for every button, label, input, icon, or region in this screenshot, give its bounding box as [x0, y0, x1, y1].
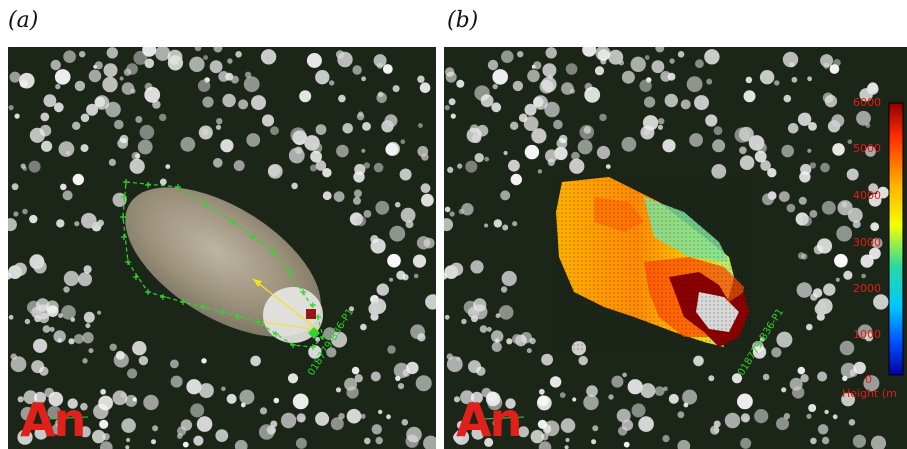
- wind-direction-arrow: [252, 278, 319, 331]
- plume-height-overlay: [556, 177, 751, 352]
- secondary-arrow-line: [262, 321, 319, 331]
- vertex-marker: [125, 259, 131, 265]
- vertex-marker: [310, 344, 316, 350]
- panel-b-label: (b): [447, 8, 479, 33]
- vertex-marker: [203, 202, 209, 208]
- vertex-marker: [255, 319, 261, 325]
- vertex-marker: [250, 234, 256, 240]
- vertex-marker: [160, 294, 166, 300]
- vertex-marker: [230, 219, 236, 225]
- vertex-marker: [145, 182, 151, 188]
- colorbar-tick-2000: 2000: [853, 282, 881, 295]
- colorbar-tick-6000: 6000: [853, 96, 881, 109]
- panel-a-satellite-scene: [8, 47, 436, 449]
- height-colorbar: [888, 102, 904, 376]
- colorbar-tick-1000: 1000: [853, 328, 881, 341]
- colorbar-tick-5000: 5000: [853, 142, 881, 155]
- outline-vertex-markers: [120, 179, 326, 350]
- corner-label: An: [456, 393, 522, 447]
- colorbar-tick-3000: 3000: [853, 236, 881, 249]
- cloud-field: [444, 47, 889, 449]
- panel-b-satellite-scene: [444, 47, 907, 449]
- panel-a-label: (a): [8, 8, 39, 33]
- vertex-marker: [270, 249, 276, 255]
- vertex-marker: [120, 214, 126, 220]
- cloud-field: [8, 47, 436, 449]
- vertex-marker: [123, 179, 129, 185]
- vertex-marker: [200, 304, 206, 310]
- vertex-marker: [220, 309, 226, 315]
- vertex-marker: [175, 184, 181, 190]
- vertex-marker: [310, 302, 316, 308]
- vertex-marker: [300, 289, 306, 295]
- vertex-marker: [320, 334, 326, 340]
- corner-label: An: [20, 393, 86, 447]
- vertex-marker: [290, 342, 296, 348]
- vertex-marker: [121, 234, 127, 240]
- vertex-marker: [145, 289, 151, 295]
- colorbar-tick-4000: 4000: [853, 189, 881, 202]
- panel-b-image: 018779-B36-P1 An 6000 5000 4000 3000 200…: [444, 47, 907, 449]
- colorbar-title: Height (m: [842, 387, 897, 400]
- vertex-marker: [273, 331, 279, 337]
- vertex-marker: [235, 314, 241, 320]
- source-marker: [306, 309, 316, 319]
- panel-a-image: 018779-B36-P1 An: [8, 47, 436, 449]
- vertex-marker: [287, 269, 293, 275]
- vertex-marker: [133, 274, 139, 280]
- vertex-marker: [180, 299, 186, 305]
- vertex-marker: [121, 194, 127, 200]
- colorbar-tick-0: 0: [865, 373, 872, 386]
